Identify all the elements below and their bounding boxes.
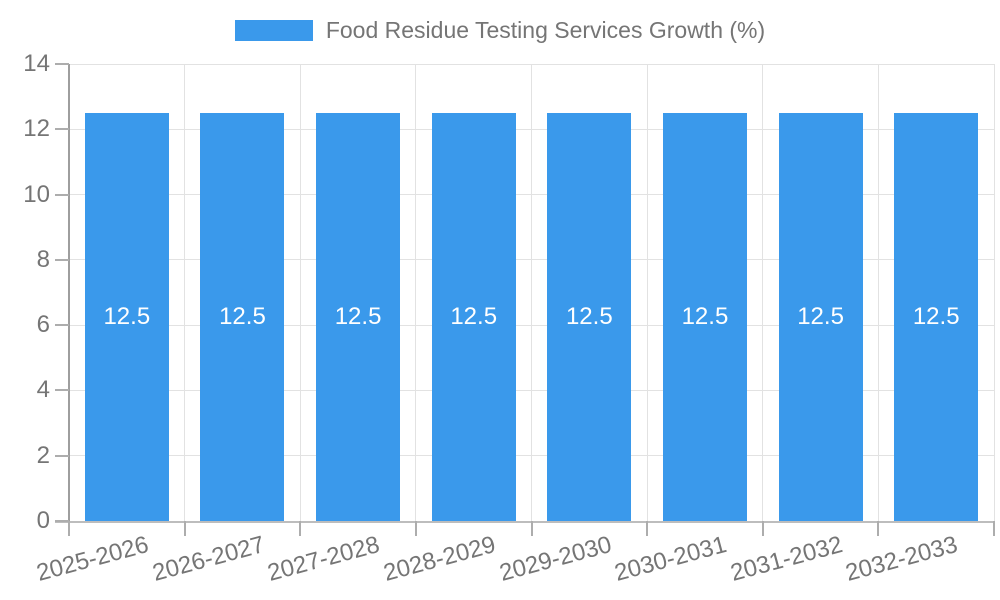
x-tick-mark <box>414 521 417 536</box>
bar[interactable] <box>778 112 863 521</box>
y-tick-label: 6 <box>36 311 50 339</box>
x-tick-mark <box>183 521 186 536</box>
y-tick-label: 0 <box>36 507 50 534</box>
x-tick-mark <box>68 521 70 536</box>
bar-value-label: 12.5 <box>219 302 266 330</box>
x-axis-label: 2027-2028 <box>264 531 383 587</box>
bar-value-label: 12.5 <box>565 302 613 330</box>
x-tick-mark <box>761 521 764 536</box>
x-axis-label: 2031-2032 <box>727 531 846 587</box>
bar-value-label: 12.5 <box>103 302 151 330</box>
y-tick-label: 14 <box>23 50 50 77</box>
x-gridline <box>877 64 879 521</box>
bar[interactable] <box>547 112 632 521</box>
bar[interactable] <box>894 112 979 521</box>
x-gridline <box>646 64 648 521</box>
x-gridline <box>762 64 764 521</box>
y-tick-mark <box>55 193 69 196</box>
y-tick-mark <box>55 454 69 457</box>
y-tick-label: 12 <box>23 115 50 143</box>
x-tick-mark <box>877 521 880 536</box>
y-tick-mark <box>55 324 69 327</box>
y-tick-label: 10 <box>23 180 50 208</box>
bar[interactable] <box>84 112 169 521</box>
bar-value-label: 12.5 <box>334 302 382 330</box>
y-tick-mark <box>55 63 69 65</box>
bar[interactable] <box>200 112 285 521</box>
x-axis-label: 2026-2027 <box>149 531 268 587</box>
y-tick-mark <box>55 520 69 522</box>
x-gridline <box>415 64 417 521</box>
x-axis-label: 2025-2026 <box>33 531 152 587</box>
bar-value-label: 12.5 <box>912 302 960 330</box>
x-tick-mark <box>646 521 649 536</box>
y-tick-mark <box>55 258 69 261</box>
x-axis-label: 2032-2033 <box>843 531 961 587</box>
y-tick-label: 2 <box>36 441 50 469</box>
x-tick-mark <box>993 521 995 536</box>
x-gridline <box>993 64 995 521</box>
x-axis-line <box>55 521 994 523</box>
x-axis-label: 2028-2029 <box>380 531 499 587</box>
bar[interactable] <box>431 112 516 521</box>
y-tick-mark <box>55 389 69 392</box>
x-gridline <box>184 64 186 521</box>
bar[interactable] <box>662 112 747 521</box>
plot-area: 12.5 12.5 12.5 12.5 12.5 12.5 12.5 12.5 <box>69 63 995 521</box>
y-tick-label: 8 <box>36 245 50 273</box>
chart-legend[interactable]: Food Residue Testing Services Growth (%) <box>0 16 1000 44</box>
x-tick-mark <box>299 521 302 536</box>
x-axis-label: 2030-2031 <box>611 531 730 587</box>
y-tick-label: 4 <box>36 376 50 404</box>
bar-value-label: 12.5 <box>797 302 844 330</box>
bar-value-label: 12.5 <box>450 302 498 330</box>
legend-label: Food Residue Testing Services Growth (%) <box>325 17 766 43</box>
x-tick-mark <box>530 521 533 536</box>
x-gridline <box>531 64 532 521</box>
bar[interactable] <box>316 112 401 521</box>
y-axis-line <box>68 64 70 522</box>
x-gridline <box>299 64 301 521</box>
y-tick-mark <box>55 128 69 131</box>
x-axis-label: 2029-2030 <box>496 531 615 587</box>
bar-value-label: 12.5 <box>681 302 729 330</box>
legend-swatch-icon <box>234 19 313 41</box>
